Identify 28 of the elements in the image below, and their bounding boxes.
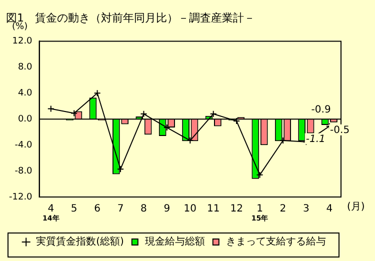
data-label: -1.1 — [306, 134, 326, 145]
x-tick-label: 6 — [94, 204, 100, 215]
y-tick-label: 8.0 — [18, 62, 33, 73]
x-tick-label: 5 — [70, 204, 78, 215]
x-tick-label: 11 — [206, 204, 220, 215]
data-label: -0.9 — [311, 104, 331, 116]
y-tick-label: -12.0 — [8, 192, 33, 202]
x-tick-label: 7 — [117, 204, 124, 215]
legend-label: 現金給与総額 — [144, 236, 205, 248]
legend-label: きまって支給する給与 — [226, 236, 326, 248]
x-tick-label: 10 — [184, 204, 197, 215]
y-tick-label: 4.0 — [18, 88, 33, 98]
x-tick-label: 4 — [48, 204, 54, 215]
x-tick-label: 4 — [326, 204, 333, 215]
x-axis-title: (月) — [347, 202, 365, 213]
x-tick-label: 1 — [256, 204, 263, 215]
y-tick-label: 0.0 — [18, 114, 33, 124]
x-tick-label: 8 — [140, 204, 147, 215]
y-tick-label: -4.0 — [14, 140, 33, 150]
legend-label: 実質賃金指数(総額) — [36, 236, 124, 248]
y-tick-label: -8.0 — [14, 166, 33, 176]
data-label: -0.5 — [330, 124, 350, 136]
x-tick-label: 12 — [230, 204, 243, 215]
x-tick-label: 2 — [280, 204, 286, 215]
y-axis-title: (%) — [12, 22, 28, 32]
x-tick-label: 9 — [164, 204, 170, 215]
x-tick-label: 3 — [303, 204, 310, 215]
y-tick-label: 12.0 — [12, 36, 33, 47]
